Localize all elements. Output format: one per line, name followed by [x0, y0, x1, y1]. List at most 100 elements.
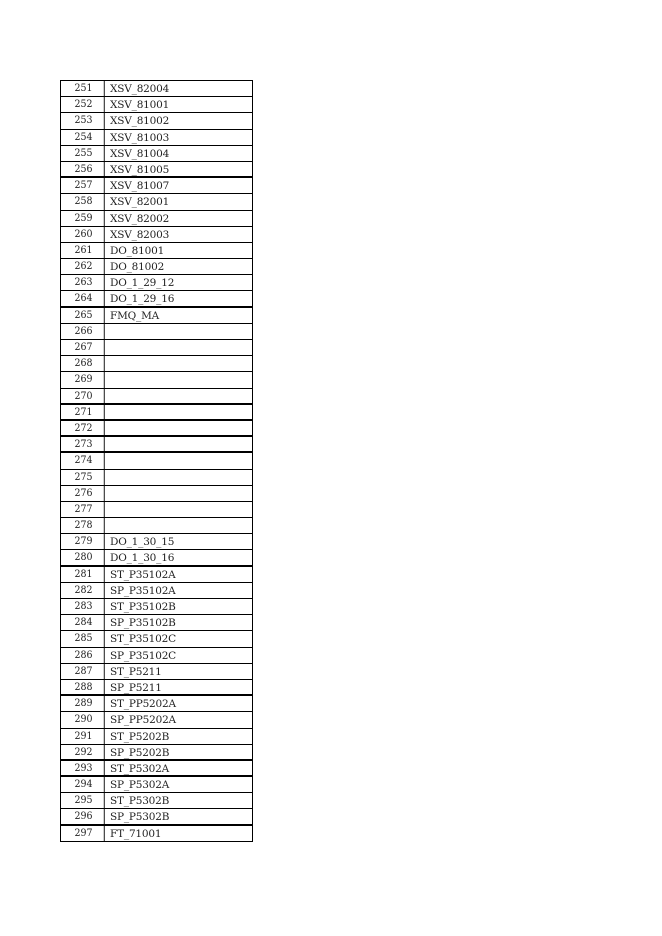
- table-row: 291 ST_P5202B: [61, 728, 252, 745]
- row-number: 287: [63, 663, 105, 679]
- tag-name: [107, 324, 252, 339]
- tag-name: DO_1_30_16: [110, 552, 175, 565]
- row-number: 281: [63, 566, 105, 582]
- tag-name: SP_P35102B: [110, 617, 176, 630]
- row-number: 260: [63, 226, 105, 242]
- table-row: 259 XSV_82002: [61, 210, 252, 227]
- tag-name: [107, 340, 252, 355]
- tag-name: [107, 486, 252, 501]
- tag-name: ST_P5302B: [110, 795, 170, 808]
- tag-name: ST_P5202B: [110, 730, 170, 743]
- row-number: 273: [63, 437, 105, 452]
- row-number: 264: [63, 291, 105, 306]
- row-number: 284: [63, 615, 105, 631]
- tag-name: XSV_82004: [110, 83, 170, 95]
- table-row: 278: [61, 518, 252, 535]
- table-row: 266: [61, 323, 252, 340]
- tag-name: XSV_81004: [110, 147, 170, 160]
- table-row: 254 XSV_81003: [61, 129, 252, 146]
- table-row: 290 SP_PP5202A: [61, 712, 252, 729]
- row-number: 295: [63, 793, 105, 809]
- row-number: 277: [63, 501, 105, 518]
- table-row: 284 SP_P35102B: [61, 615, 252, 632]
- tag-name: ST_PP5202A: [110, 698, 176, 711]
- table-row: 282 SP_P35102A: [61, 582, 252, 599]
- tag-name: XSV_81005: [110, 163, 170, 176]
- row-number: 271: [63, 404, 105, 419]
- table-row: 264 DO_1_29_16: [61, 291, 252, 308]
- table-row: 294 SP_P5302A: [61, 777, 252, 794]
- tag-name: FT_71001: [110, 827, 162, 840]
- tag-name: SP_P35102A: [110, 584, 176, 597]
- tag-name: SP_P35102C: [110, 649, 177, 662]
- row-number: 262: [63, 259, 105, 275]
- tag-name: XSV_81001: [110, 99, 170, 112]
- row-number: 286: [63, 647, 105, 663]
- tag-name: SP_P5302A: [110, 779, 170, 792]
- row-number: 266: [63, 323, 105, 339]
- table-row: 262 DO_81002: [61, 259, 252, 276]
- table-row: 255 XSV_81004: [61, 145, 252, 162]
- row-number: 279: [63, 534, 105, 550]
- table-row: 292 SP_P5202B: [61, 744, 252, 761]
- tag-name: [107, 372, 252, 387]
- tag-name: XSV_81002: [110, 115, 170, 128]
- table-row: 285 ST_P35102C: [61, 631, 252, 648]
- tag-name: [107, 518, 252, 533]
- tag-name: DO_1_30_15: [110, 536, 175, 549]
- row-number: 256: [63, 161, 105, 177]
- row-number: 268: [63, 356, 105, 372]
- tag-name: XSV_81003: [110, 131, 170, 144]
- row-number: 269: [63, 372, 105, 388]
- row-number: 278: [63, 518, 105, 534]
- table-row: 252 XSV_81001: [61, 97, 252, 114]
- row-number: 255: [63, 145, 105, 161]
- row-number: 267: [63, 340, 105, 356]
- table-row: 272: [61, 420, 252, 438]
- tag-name: SP_P5211: [110, 681, 162, 694]
- row-number: 251: [63, 81, 105, 97]
- tag-name: [107, 421, 252, 435]
- tag-name: FMQ_MA: [110, 309, 160, 322]
- tag-name: DO_1_29_12: [110, 277, 175, 290]
- table-row: 261 DO_81001: [61, 242, 252, 260]
- tag-name: [107, 502, 252, 517]
- tag-name: SP_P5302B: [110, 811, 170, 824]
- table-row: 258 XSV_82001: [61, 194, 252, 211]
- table-row: 279 DO_1_30_15: [61, 534, 252, 551]
- table-row: 257 XSV_81007: [61, 178, 252, 195]
- table-row: 296 SP_P5302B: [61, 809, 252, 826]
- table-row: 253 XSV_81002: [61, 113, 252, 130]
- tag-name: DO_81002: [110, 261, 165, 274]
- table-row: 293 ST_P5302A: [61, 760, 252, 778]
- row-number: 265: [63, 307, 105, 323]
- tag-name: [107, 389, 252, 403]
- row-number: 294: [63, 777, 105, 793]
- table-row: 273: [61, 437, 252, 454]
- tag-name: XSV_82001: [110, 196, 170, 209]
- table-row: 270: [61, 388, 252, 405]
- table-row: 288 SP_P5211: [61, 679, 252, 697]
- row-number: 274: [63, 453, 105, 469]
- table-row: 267: [61, 340, 252, 357]
- table-row: 280 DO_1_30_16: [61, 550, 252, 567]
- tag-name: [107, 405, 252, 419]
- tag-name: [107, 356, 252, 371]
- table-row: 289 ST_PP5202A: [61, 696, 252, 713]
- table-row: 265 FMQ_MA: [61, 307, 252, 324]
- table-row: 275: [61, 469, 252, 486]
- tag-name: DO_1_29_16: [110, 293, 175, 306]
- row-number: 276: [63, 485, 105, 501]
- tag-name: ST_P35102A: [110, 568, 176, 581]
- tag-name: XSV_82002: [110, 212, 170, 225]
- row-number: 257: [63, 178, 105, 194]
- row-number: 293: [63, 760, 105, 776]
- row-number: 272: [63, 420, 105, 436]
- tag-name: ST_P35102C: [110, 633, 176, 646]
- row-number: 288: [63, 679, 105, 695]
- row-number: 290: [63, 712, 105, 728]
- table-row: 263 DO_1_29_12: [61, 275, 252, 292]
- row-number: 283: [63, 599, 105, 615]
- tag-table: 251 XSV_82004 252 XSV_81001 253 XSV_81002 254 X…: [60, 80, 253, 842]
- row-number: 285: [63, 631, 105, 647]
